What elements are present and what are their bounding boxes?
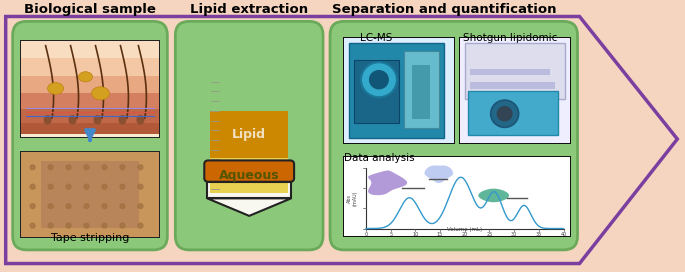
Polygon shape	[5, 17, 677, 264]
Text: Shotgun lipidomic: Shotgun lipidomic	[463, 33, 557, 43]
Circle shape	[66, 184, 71, 189]
Text: LC-MS: LC-MS	[360, 33, 393, 43]
Circle shape	[48, 223, 53, 228]
Ellipse shape	[119, 115, 127, 125]
Circle shape	[66, 223, 71, 228]
Text: Tape stripping: Tape stripping	[51, 233, 129, 243]
Circle shape	[361, 62, 397, 97]
Bar	[459, 37, 571, 144]
Bar	[349, 43, 444, 138]
Text: Lipid: Lipid	[232, 128, 266, 141]
Ellipse shape	[94, 115, 101, 125]
Circle shape	[30, 184, 35, 189]
Circle shape	[84, 204, 89, 209]
Bar	[470, 69, 549, 75]
Circle shape	[30, 204, 35, 209]
Bar	[20, 151, 160, 238]
Text: 20: 20	[462, 232, 468, 237]
FancyBboxPatch shape	[330, 21, 577, 250]
Circle shape	[102, 223, 107, 228]
Circle shape	[138, 223, 143, 228]
Circle shape	[120, 165, 125, 170]
Ellipse shape	[92, 87, 110, 100]
Circle shape	[30, 223, 35, 228]
Polygon shape	[210, 198, 288, 211]
Text: Abs
(mAU): Abs (mAU)	[347, 191, 358, 206]
Bar	[344, 157, 569, 236]
Text: 15: 15	[437, 232, 443, 237]
Bar	[21, 41, 160, 58]
Circle shape	[48, 184, 53, 189]
Bar	[21, 152, 160, 237]
Circle shape	[30, 165, 35, 170]
FancyBboxPatch shape	[175, 21, 323, 250]
Bar	[21, 58, 160, 76]
Bar	[21, 122, 160, 134]
Bar	[20, 40, 160, 138]
Bar	[210, 111, 288, 157]
Bar	[21, 76, 160, 93]
Text: 5: 5	[389, 232, 393, 237]
Text: 40: 40	[560, 232, 566, 237]
Circle shape	[369, 70, 389, 89]
Text: 10: 10	[412, 232, 419, 237]
FancyBboxPatch shape	[204, 160, 294, 182]
Polygon shape	[425, 165, 453, 183]
Text: 0: 0	[364, 232, 368, 237]
Polygon shape	[478, 189, 509, 202]
Text: Biological sample: Biological sample	[24, 2, 156, 16]
Bar	[344, 38, 453, 143]
Ellipse shape	[136, 115, 145, 125]
Ellipse shape	[44, 115, 51, 125]
Circle shape	[497, 106, 512, 122]
Polygon shape	[208, 198, 291, 216]
Bar	[354, 60, 399, 123]
Text: Data analysis: Data analysis	[344, 153, 414, 163]
Ellipse shape	[47, 83, 64, 94]
Bar	[208, 182, 291, 198]
Circle shape	[102, 165, 107, 170]
Circle shape	[102, 184, 107, 189]
Ellipse shape	[68, 115, 77, 125]
Bar	[470, 82, 555, 89]
Circle shape	[48, 204, 53, 209]
Bar	[21, 41, 160, 137]
Text: Lipid extraction: Lipid extraction	[190, 2, 308, 16]
Bar	[210, 157, 288, 193]
Text: Aqueous: Aqueous	[219, 169, 279, 182]
Bar	[404, 51, 439, 128]
Bar	[343, 37, 455, 144]
Circle shape	[138, 204, 143, 209]
Text: 25: 25	[486, 232, 493, 237]
Text: 30: 30	[511, 232, 517, 237]
Circle shape	[66, 204, 71, 209]
Bar	[343, 156, 571, 237]
Circle shape	[84, 184, 89, 189]
Text: Volume (mL): Volume (mL)	[447, 227, 482, 232]
Bar	[21, 109, 160, 122]
Circle shape	[120, 204, 125, 209]
Text: Separation and quantification: Separation and quantification	[332, 2, 556, 16]
Bar	[412, 65, 429, 119]
Polygon shape	[368, 170, 408, 195]
Circle shape	[48, 165, 53, 170]
Text: 35: 35	[536, 232, 542, 237]
Circle shape	[138, 165, 143, 170]
Circle shape	[490, 100, 519, 127]
Circle shape	[102, 204, 107, 209]
Circle shape	[120, 223, 125, 228]
Circle shape	[138, 184, 143, 189]
Bar	[468, 91, 558, 135]
Circle shape	[84, 223, 89, 228]
Circle shape	[120, 184, 125, 189]
Bar	[40, 161, 140, 228]
Circle shape	[66, 165, 71, 170]
Bar	[460, 38, 569, 143]
FancyBboxPatch shape	[12, 21, 167, 250]
Bar	[21, 93, 160, 109]
Bar	[464, 43, 564, 99]
Circle shape	[84, 165, 89, 170]
Bar	[208, 182, 291, 198]
Ellipse shape	[79, 72, 92, 82]
